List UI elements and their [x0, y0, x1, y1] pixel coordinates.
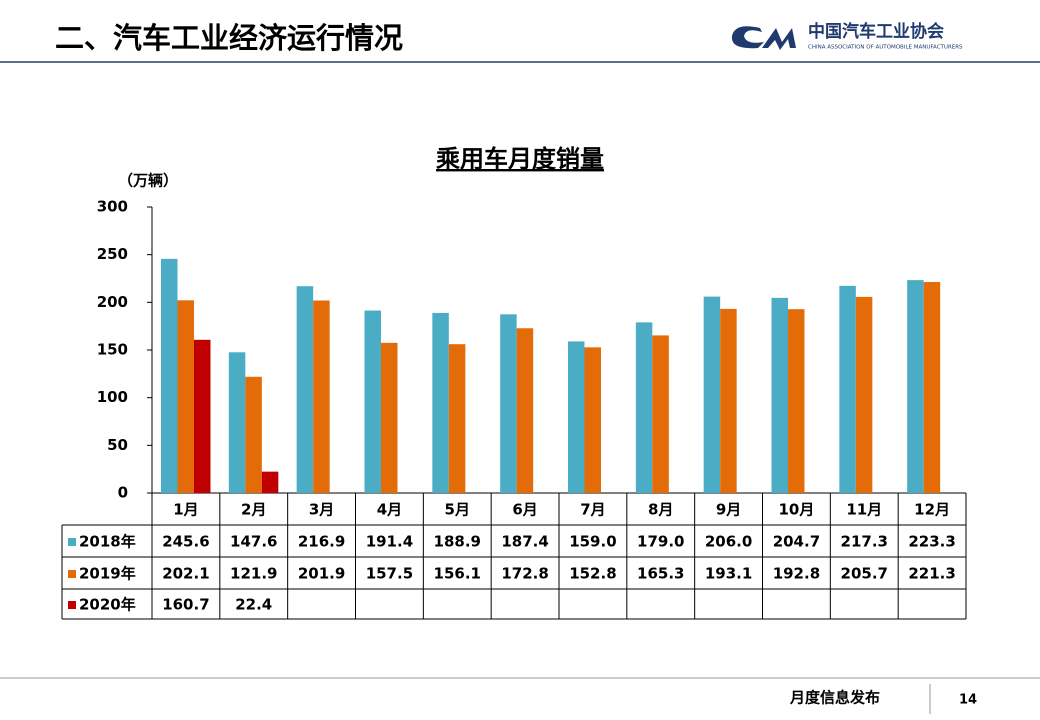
logo-name: 中国汽车工业协会 [808, 21, 944, 42]
table-value: 192.8 [773, 565, 820, 583]
legend-label: 2020年 [79, 596, 136, 614]
chart-title: 乘用车月度销量 [435, 145, 604, 173]
x-tick-label: 6月 [512, 501, 537, 519]
y-tick-label: 150 [97, 341, 128, 359]
bar [432, 312, 449, 493]
y-tick-label: 200 [97, 293, 128, 311]
logo-subtitle: CHINA ASSOCIATION OF AUTOMOBILE MANUFACT… [808, 45, 963, 51]
table-value: 193.1 [705, 565, 752, 583]
legend-swatch [68, 601, 76, 609]
y-tick-label: 300 [97, 198, 128, 216]
table-value: 201.9 [298, 565, 345, 583]
x-tick-label: 11月 [846, 501, 882, 519]
bar [516, 328, 534, 493]
table-value: 223.3 [908, 533, 955, 551]
bar [500, 314, 517, 493]
table-value: 179.0 [637, 533, 684, 551]
legend-label: 2019年 [79, 565, 136, 583]
table-value: 188.9 [434, 533, 481, 551]
bar [855, 296, 873, 493]
x-tick-label: 8月 [648, 501, 673, 519]
table-value: 159.0 [569, 533, 616, 551]
logo-mark [731, 26, 796, 50]
table-value: 216.9 [298, 533, 345, 551]
y-axis-label: （万辆） [118, 172, 178, 190]
bar [907, 280, 924, 493]
bar [381, 342, 398, 493]
bar [788, 309, 805, 493]
x-tick-label: 1月 [173, 501, 198, 519]
x-tick-label: 3月 [309, 501, 334, 519]
bar [228, 352, 246, 493]
table-value: 205.7 [841, 565, 888, 583]
bar [194, 339, 211, 493]
bar [296, 286, 314, 493]
bar [161, 258, 178, 493]
slide-title: 二、汽车工业经济运行情况 [55, 21, 403, 55]
legend-label: 2018年 [79, 533, 136, 551]
table-value: 147.6 [230, 533, 277, 551]
table-value: 221.3 [908, 565, 955, 583]
table-value: 206.0 [705, 533, 752, 551]
y-tick-label: 250 [97, 245, 128, 263]
y-tick-label: 50 [107, 436, 128, 454]
bar [245, 376, 262, 493]
table-value: 156.1 [434, 565, 481, 583]
bar [652, 335, 669, 493]
bar [448, 344, 466, 493]
bar [364, 310, 381, 493]
table-value: 202.1 [162, 565, 209, 583]
bar [923, 282, 941, 493]
x-tick-label: 7月 [580, 501, 605, 519]
table-value: 160.7 [162, 596, 209, 614]
x-tick-label: 5月 [445, 501, 470, 519]
x-tick-label: 2月 [241, 501, 266, 519]
table-value: 245.6 [162, 533, 209, 551]
bar [584, 347, 601, 493]
table-value: 157.5 [366, 565, 413, 583]
legend-swatch [68, 538, 76, 546]
bar [313, 300, 330, 493]
legend-swatch [68, 570, 76, 578]
x-tick-label: 12月 [914, 501, 950, 519]
table-value: 22.4 [235, 596, 272, 614]
bar [635, 322, 653, 493]
bar [568, 341, 585, 493]
table-value: 191.4 [366, 533, 413, 551]
bar [771, 297, 788, 493]
table-value: 152.8 [569, 565, 616, 583]
table-value: 121.9 [230, 565, 277, 583]
footer-text: 月度信息发布 [789, 689, 880, 707]
table-value: 165.3 [637, 565, 684, 583]
table-value: 204.7 [773, 533, 820, 551]
bar [720, 308, 737, 493]
y-tick-label: 100 [97, 388, 128, 406]
bar [261, 471, 279, 493]
page-number: 14 [959, 693, 977, 708]
table-value: 187.4 [501, 533, 548, 551]
table-value: 172.8 [501, 565, 548, 583]
x-tick-label: 10月 [778, 501, 814, 519]
bar [703, 296, 721, 493]
table-value: 217.3 [841, 533, 888, 551]
y-tick-label: 0 [118, 484, 128, 502]
bar [177, 300, 194, 493]
x-tick-label: 4月 [377, 501, 402, 519]
x-tick-label: 9月 [716, 501, 741, 519]
bar [839, 285, 856, 493]
